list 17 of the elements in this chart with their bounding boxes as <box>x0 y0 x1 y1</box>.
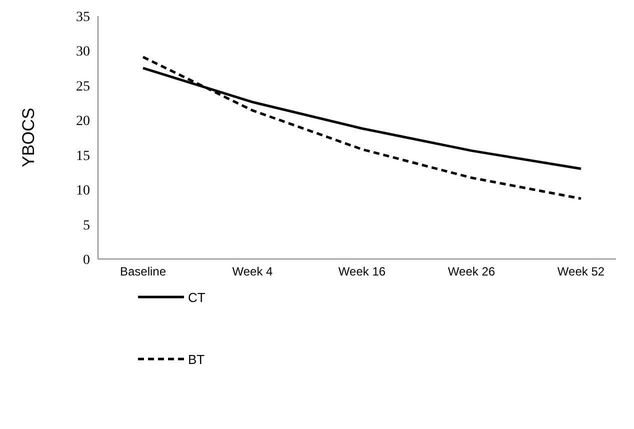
legend-label: BT <box>188 352 205 366</box>
y-tick-label: 5 <box>83 218 90 234</box>
y-tick-label: 15 <box>76 148 90 164</box>
x-tick-label: Week 4 <box>232 264 274 279</box>
y-tick-label: 20 <box>76 114 90 130</box>
y-tick-label: 35 <box>76 10 90 25</box>
x-tick-label: Week 26 <box>448 264 496 279</box>
y-tick-label: 10 <box>76 184 90 199</box>
x-tick-label: Week 52 <box>557 264 605 279</box>
y-tick-label: 25 <box>76 79 90 94</box>
line-series <box>142 56 582 200</box>
y-tick-label: 30 <box>76 44 90 60</box>
y-axis-title: YBOCS <box>19 108 38 168</box>
legend-label: CT <box>188 290 206 304</box>
x-tick-label: Week 16 <box>338 264 386 279</box>
x-tick-label: Baseline <box>120 264 166 279</box>
y-tick-label: 0 <box>83 252 90 268</box>
